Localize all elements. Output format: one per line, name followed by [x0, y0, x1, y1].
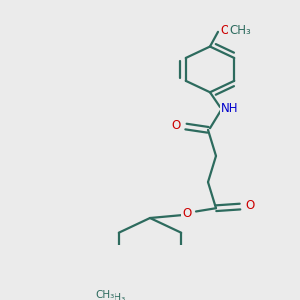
Text: O: O	[220, 24, 230, 37]
Text: CH₃: CH₃	[95, 290, 114, 300]
Text: O: O	[245, 199, 255, 212]
Text: NH: NH	[221, 102, 239, 115]
Text: O: O	[182, 207, 192, 220]
Text: CH₃: CH₃	[106, 293, 126, 300]
Text: CH₃: CH₃	[229, 24, 251, 37]
Text: O: O	[171, 119, 181, 132]
